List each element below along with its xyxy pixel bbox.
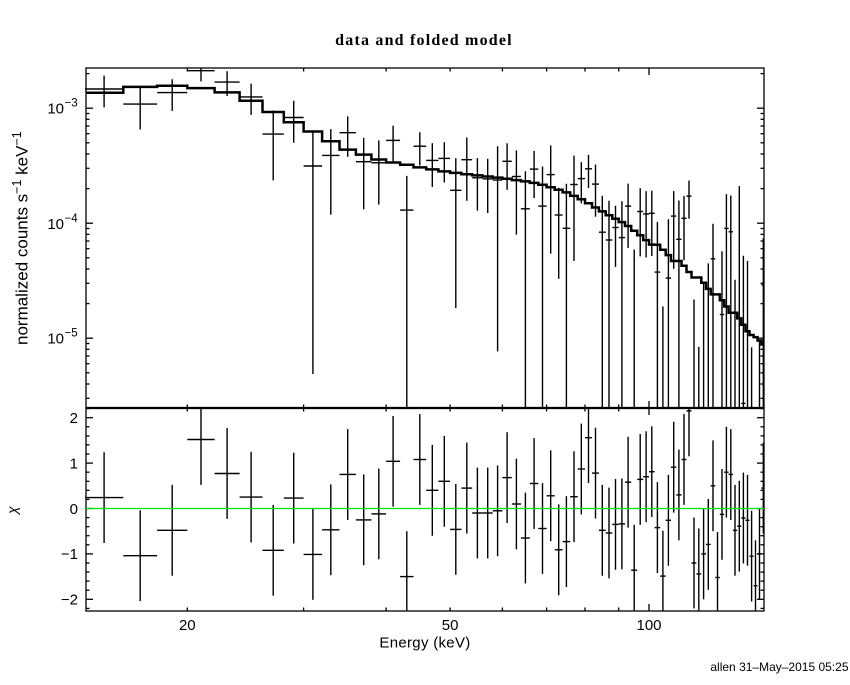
svg-text:χ: χ [4,506,20,516]
svg-text:10: 10 [47,331,64,348]
svg-text:−2: −2 [61,592,78,609]
svg-text:1: 1 [70,455,78,472]
svg-text:−3: −3 [65,98,78,110]
svg-text:−4: −4 [65,213,79,225]
svg-text:100: 100 [636,617,661,634]
svg-text:−5: −5 [65,328,78,340]
svg-text:Energy (keV): Energy (keV) [379,635,470,652]
svg-text:10: 10 [47,101,64,118]
svg-text:2: 2 [70,410,78,427]
svg-text:allen 31–May–2015 05:25: allen 31–May–2015 05:25 [710,660,848,674]
svg-text:20: 20 [179,617,196,634]
svg-text:normalized counts s−1 keV−1: normalized counts s−1 keV−1 [10,131,32,345]
svg-text:0: 0 [70,501,78,518]
svg-text:10: 10 [47,216,64,233]
svg-text:data and folded model: data and folded model [335,32,513,49]
svg-text:−1: −1 [61,546,78,563]
svg-text:50: 50 [442,617,459,634]
